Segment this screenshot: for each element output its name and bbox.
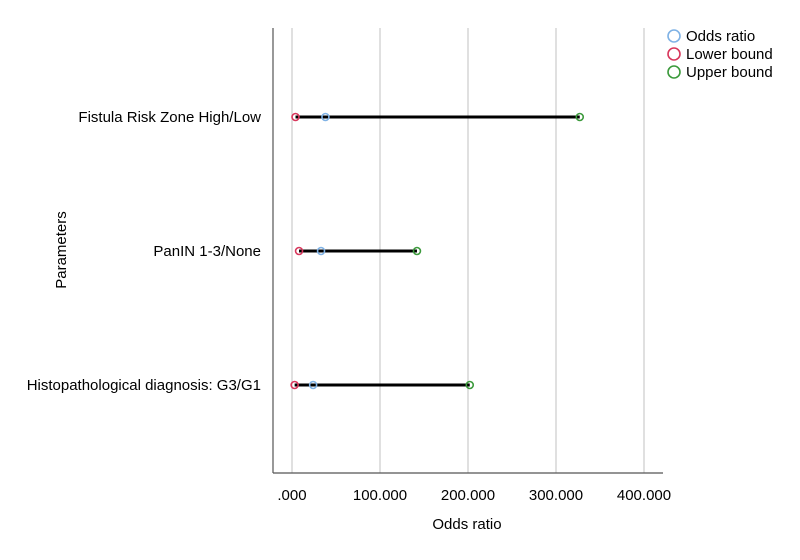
point-lower-bound-3	[290, 380, 299, 390]
point-odds-ratio-2	[316, 246, 326, 256]
category-label-fistula-risk-zone-high-low: Fistula Risk Zone High/Low	[78, 109, 261, 126]
ci-lines	[294, 115, 580, 387]
legend-marker-upper-bound	[667, 65, 681, 79]
x-tick-label: .000	[277, 487, 306, 504]
gridlines	[291, 28, 645, 473]
legend-label-upper-bound: Upper bound	[686, 64, 773, 81]
legend-marker-odds-ratio	[667, 29, 681, 43]
legend-marker-lower-bound	[667, 47, 681, 61]
x-tick-labels: .000 100.000 200.000 300.000 400.000	[277, 487, 671, 504]
category-labels: Fistula Risk Zone High/Low PanIN 1-3/None…	[27, 109, 261, 394]
legend-label-odds-ratio: Odds ratio	[686, 28, 755, 45]
point-upper-bound-1	[575, 112, 585, 122]
x-tick-label: 100.000	[353, 487, 407, 504]
point-lower-bound-2	[294, 246, 304, 256]
category-label-histopathological-diagnosis-g3-g1: Histopathological diagnosis: G3/G1	[27, 377, 261, 394]
x-tick-label: 300.000	[529, 487, 583, 504]
point-odds-ratio-1	[321, 112, 330, 122]
x-tick-label: 400.000	[617, 487, 671, 504]
x-tick-label: 200.000	[441, 487, 495, 504]
legend-label-lower-bound: Lower bound	[686, 46, 773, 63]
points	[290, 112, 585, 390]
point-upper-bound-2	[412, 246, 422, 256]
point-lower-bound-1	[291, 112, 300, 122]
x-axis-title: Odds ratio	[432, 516, 501, 533]
axes	[272, 28, 663, 474]
category-label-panin-1-3-none: PanIN 1-3/None	[153, 243, 261, 260]
y-axis-title: Parameters	[53, 211, 70, 289]
point-upper-bound-3	[465, 380, 475, 390]
point-odds-ratio-3	[308, 380, 318, 390]
